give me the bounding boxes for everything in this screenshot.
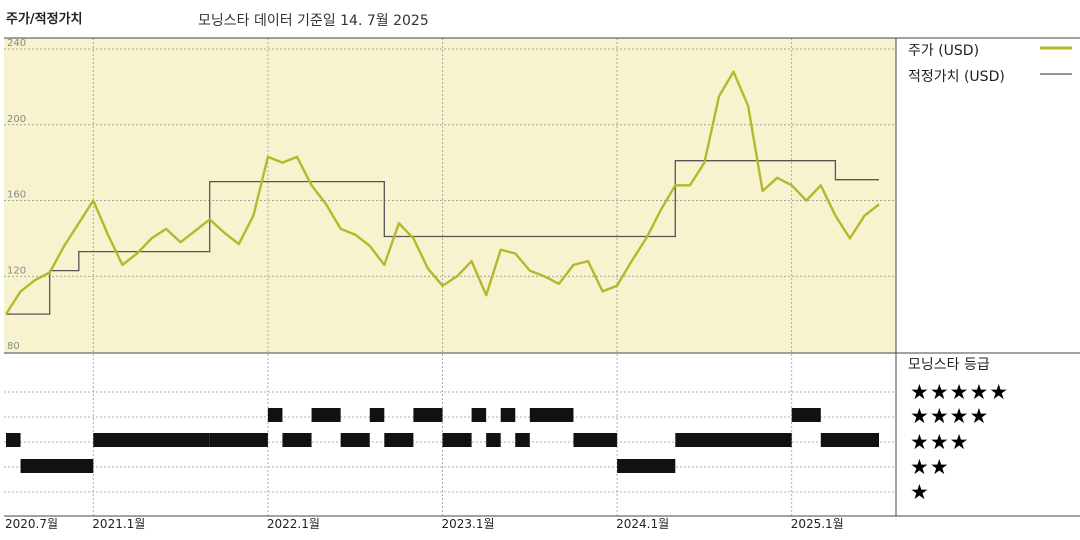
x-tick-label: 2024.1월 (616, 517, 669, 531)
rating-bar (384, 433, 414, 447)
rating-3-stars: ★★★ (910, 430, 970, 454)
rating-2-stars: ★★ (910, 455, 950, 479)
y-tick-label: 80 (7, 341, 20, 352)
rating-4-stars: ★★★★ (910, 404, 990, 428)
rating-bar (311, 408, 341, 422)
rating-bar (573, 433, 618, 447)
y-tick-label: 120 (7, 265, 26, 276)
series-layer (4, 70, 880, 315)
legend-price-label: 주가 (USD) (908, 43, 980, 59)
rating-5-stars: ★★★★★ (910, 380, 1010, 404)
rating-title: 모닝스타 등급 (908, 357, 990, 373)
rating-bar (20, 459, 94, 473)
axis-layer: 80 120 160 200 240 2020.7월 2021.1월 2022.1월 2023.… (4, 37, 1080, 531)
x-tick-label: 2023.1월 (442, 517, 495, 531)
rating-bar (369, 408, 385, 422)
price-line (4, 70, 880, 315)
x-tick-label: 2022.1월 (267, 517, 320, 531)
rating-bar (820, 433, 879, 447)
rating-bar (529, 408, 574, 422)
y-tick-label: 240 (7, 38, 26, 49)
page-title: 주가/적정가치 (6, 12, 83, 27)
rating-1-star: ★ (910, 480, 930, 504)
rating-bar (486, 433, 501, 447)
subtitle: 모닝스타 데이터 기준일 14. 7월 2025 (198, 13, 429, 29)
x-tick-label: 2020.7월 (5, 517, 58, 531)
rating-bar (442, 433, 472, 447)
rating-bar (791, 408, 821, 422)
rating-bar (617, 459, 676, 473)
legend-swatches (1040, 46, 1072, 75)
x-tick-label: 2025.1월 (791, 517, 844, 531)
rating-bar (340, 433, 370, 447)
rating-bar (413, 408, 443, 422)
rating-bar (93, 433, 210, 447)
y-tick-label: 160 (7, 190, 26, 201)
rating-bar (209, 433, 268, 447)
fair-value-line (6, 160, 879, 315)
rating-bar (267, 408, 283, 422)
rating-bar (282, 433, 312, 447)
rating-layer (6, 408, 879, 473)
x-tick-label: 2021.1월 (92, 517, 145, 531)
rating-bar (500, 408, 516, 422)
rating-bar (471, 408, 487, 422)
grid-layer (4, 38, 896, 516)
legend-fair-label: 적정가치 (USD) (908, 69, 1005, 85)
rating-bar (6, 433, 21, 447)
rating-bar (675, 433, 792, 447)
y-tick-label: 200 (7, 114, 26, 125)
price-panel-bg (4, 38, 896, 353)
rating-bar (515, 433, 530, 447)
